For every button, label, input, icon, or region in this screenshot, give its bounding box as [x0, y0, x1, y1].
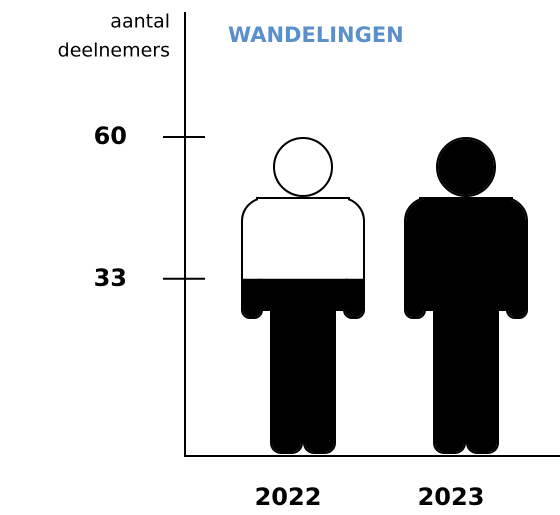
y-tick-label: 33 — [94, 264, 127, 292]
figure-fill — [243, 278, 363, 452]
y-tick-label: 60 — [94, 122, 127, 150]
y-axis-label: aantal — [110, 11, 170, 33]
x-tick-label: 2023 — [418, 483, 485, 511]
figure-fill — [406, 139, 526, 452]
x-tick-label: 2022 — [255, 483, 322, 511]
chart-title: WANDELINGEN — [228, 23, 404, 47]
y-axis-label: deelnemers — [58, 40, 170, 62]
